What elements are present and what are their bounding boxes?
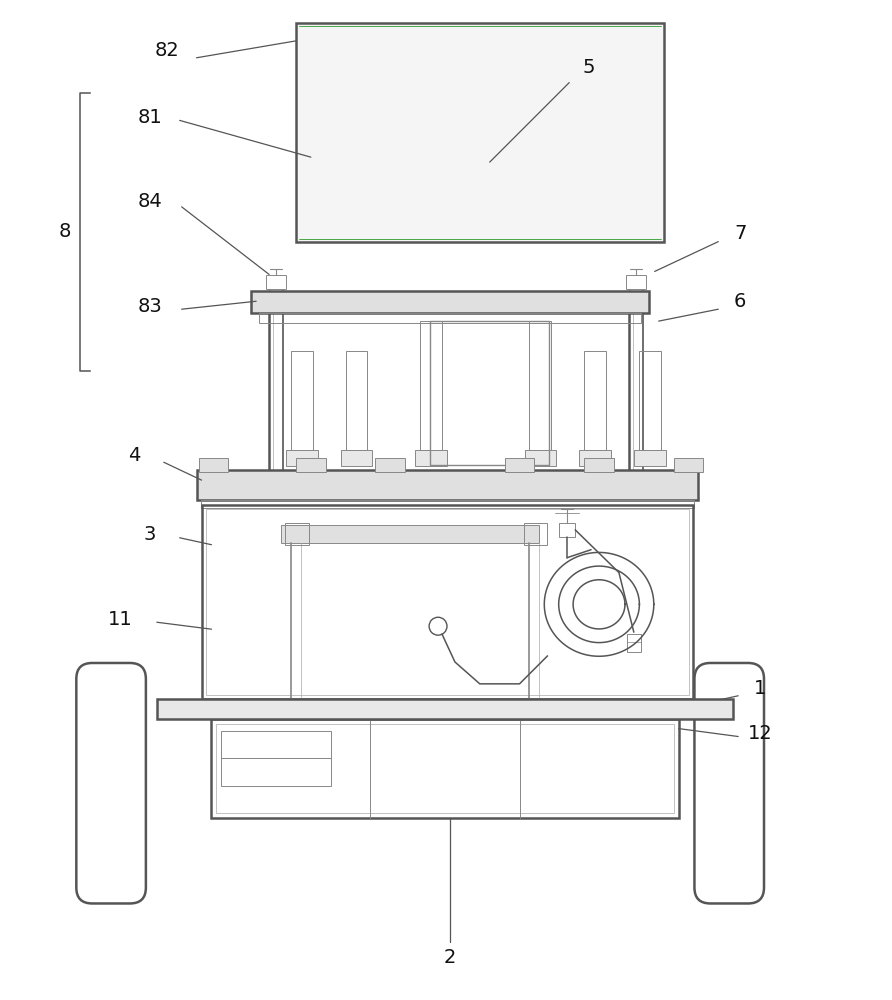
Bar bbox=[341, 450, 373, 466]
Bar bbox=[530, 321, 551, 450]
Bar bbox=[260, 313, 640, 323]
Text: 5: 5 bbox=[582, 58, 595, 77]
Bar bbox=[345, 351, 368, 450]
Bar bbox=[634, 450, 665, 466]
Bar bbox=[266, 275, 286, 289]
Bar bbox=[211, 719, 679, 818]
Bar bbox=[579, 450, 611, 466]
Bar bbox=[673, 458, 704, 472]
Bar bbox=[281, 525, 540, 543]
Bar bbox=[708, 701, 733, 717]
Bar bbox=[559, 523, 575, 537]
Text: 4: 4 bbox=[128, 446, 140, 465]
Bar bbox=[524, 450, 557, 466]
Bar bbox=[252, 291, 648, 313]
Bar bbox=[285, 523, 309, 545]
Bar bbox=[627, 634, 640, 652]
Bar bbox=[639, 351, 661, 450]
Bar bbox=[199, 458, 228, 472]
Text: 7: 7 bbox=[734, 224, 747, 243]
Bar bbox=[202, 505, 693, 699]
Text: 1: 1 bbox=[754, 679, 766, 698]
Bar bbox=[296, 458, 326, 472]
Bar bbox=[415, 450, 447, 466]
Text: 83: 83 bbox=[137, 297, 162, 316]
Text: 12: 12 bbox=[747, 724, 772, 743]
Text: 84: 84 bbox=[137, 192, 162, 211]
Bar bbox=[221, 731, 331, 758]
Text: 3: 3 bbox=[144, 525, 156, 544]
Bar bbox=[420, 321, 442, 450]
Text: 11: 11 bbox=[108, 610, 132, 629]
Bar bbox=[196, 470, 698, 500]
Bar bbox=[286, 450, 318, 466]
Bar bbox=[217, 724, 673, 813]
Bar bbox=[291, 351, 313, 450]
Bar bbox=[296, 23, 664, 242]
Bar bbox=[157, 699, 733, 719]
Text: 81: 81 bbox=[137, 108, 162, 127]
Bar bbox=[430, 321, 549, 465]
Bar bbox=[524, 523, 548, 545]
Bar bbox=[505, 458, 534, 472]
Bar bbox=[205, 509, 690, 695]
Text: 6: 6 bbox=[734, 292, 747, 311]
Bar bbox=[201, 500, 695, 508]
Text: 82: 82 bbox=[154, 41, 179, 60]
Bar bbox=[221, 758, 331, 786]
Bar bbox=[296, 23, 664, 242]
Bar bbox=[626, 275, 646, 289]
Bar bbox=[376, 458, 405, 472]
Bar bbox=[584, 351, 606, 450]
Text: 2: 2 bbox=[444, 948, 456, 967]
Bar bbox=[157, 701, 182, 717]
Bar bbox=[584, 458, 614, 472]
Text: 8: 8 bbox=[58, 222, 70, 241]
